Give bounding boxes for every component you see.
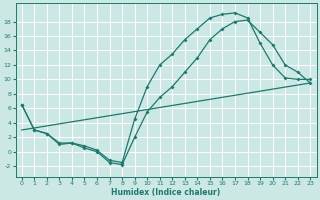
X-axis label: Humidex (Indice chaleur): Humidex (Indice chaleur) (111, 188, 221, 197)
